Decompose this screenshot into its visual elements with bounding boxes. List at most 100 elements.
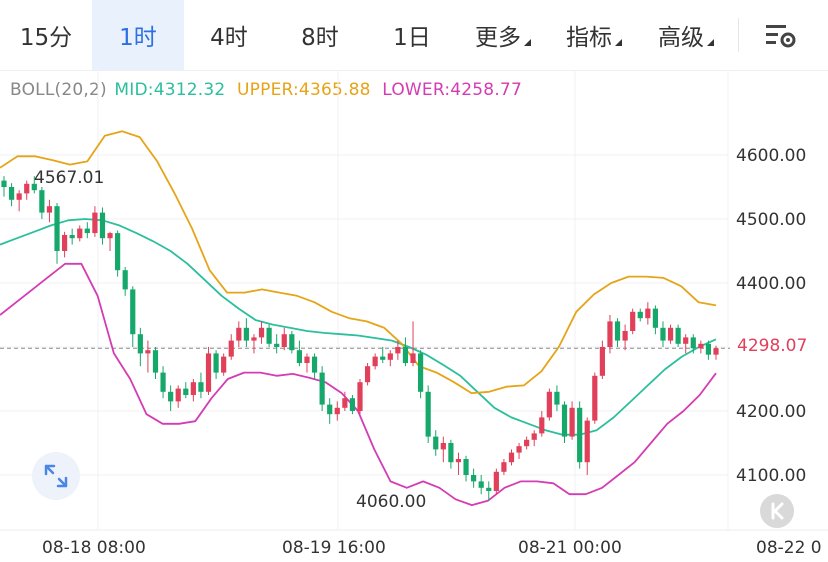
candle-body bbox=[304, 356, 310, 363]
boll-upper-line bbox=[0, 130, 717, 395]
candle-body bbox=[380, 356, 386, 360]
candle-body bbox=[122, 270, 128, 290]
tab-label: 1时 bbox=[119, 25, 157, 51]
candle-body bbox=[539, 417, 545, 434]
boll-mid-line bbox=[0, 218, 717, 436]
expand-icon[interactable] bbox=[32, 452, 80, 500]
candle-body bbox=[266, 327, 272, 344]
candle-body bbox=[387, 353, 393, 360]
candle-body bbox=[357, 382, 363, 411]
candle-body bbox=[69, 235, 75, 239]
time-axis-label: 08-19 16:00 bbox=[282, 538, 386, 558]
candle-body bbox=[395, 347, 401, 354]
candle-body bbox=[577, 407, 583, 463]
price-axis-label: 4200.00 bbox=[736, 402, 807, 422]
tab-label: 4时 bbox=[210, 25, 248, 51]
candle-body bbox=[501, 462, 507, 472]
candle-body bbox=[425, 391, 431, 437]
candle-body bbox=[569, 407, 575, 437]
current-price-label: 4298.07 bbox=[735, 336, 810, 356]
candle-body bbox=[440, 443, 446, 450]
candle-body bbox=[289, 334, 295, 351]
candle-body bbox=[622, 331, 628, 341]
candle-body bbox=[168, 391, 174, 402]
candle-body bbox=[16, 193, 22, 200]
candle-body bbox=[417, 353, 424, 392]
candle-body bbox=[46, 206, 53, 213]
dropdown-triangle-icon bbox=[524, 38, 531, 46]
candle-body bbox=[31, 183, 37, 191]
candle-body bbox=[198, 382, 204, 392]
tab-label: 8时 bbox=[301, 25, 339, 51]
boll-indicator-legend: BOLL(20,2) MID:4312.32 UPPER:4365.88 LOW… bbox=[10, 80, 522, 100]
candle-body bbox=[675, 327, 681, 344]
candle-body bbox=[630, 311, 636, 331]
low-price-annotation: 4060.00 bbox=[356, 492, 427, 512]
candle-body bbox=[448, 443, 454, 463]
candle-body bbox=[24, 183, 30, 194]
candle-body bbox=[54, 206, 60, 251]
tab-1d[interactable]: 1日 bbox=[366, 0, 458, 70]
candle-body bbox=[660, 327, 666, 341]
candle-body bbox=[334, 407, 340, 415]
settings-gear-icon[interactable] bbox=[764, 22, 798, 50]
candle-body bbox=[77, 228, 83, 239]
tab-4h[interactable]: 4时 bbox=[184, 0, 274, 70]
price-axis-label: 4500.00 bbox=[736, 210, 807, 230]
boll-name: BOLL(20,2) bbox=[10, 80, 107, 100]
candle-body bbox=[652, 308, 659, 328]
candle-body bbox=[221, 356, 227, 373]
boll-lower-value: LOWER:4258.77 bbox=[382, 80, 522, 100]
tab-divider bbox=[738, 18, 739, 52]
candle-body bbox=[713, 348, 719, 355]
boll-mid-value: MID:4312.32 bbox=[114, 80, 226, 100]
candle-body bbox=[402, 347, 409, 363]
candle-body bbox=[213, 353, 219, 373]
candle-body bbox=[486, 487, 492, 491]
candle-body bbox=[508, 452, 515, 463]
candle-body bbox=[524, 439, 530, 447]
candle-body bbox=[296, 350, 303, 363]
candle-body bbox=[599, 347, 605, 376]
candle-body bbox=[190, 382, 196, 395]
candle-body bbox=[205, 353, 212, 392]
candle-body bbox=[698, 343, 704, 349]
boll-upper-value: UPPER:4365.88 bbox=[237, 80, 371, 100]
price-axis-label: 4400.00 bbox=[736, 274, 807, 294]
time-axis-label: 08-18 08:00 bbox=[42, 538, 146, 558]
tab-label: 15分 bbox=[19, 25, 73, 51]
candle-body bbox=[243, 327, 249, 341]
back-to-latest-icon[interactable] bbox=[760, 494, 794, 528]
time-axis-label: 08-21 00:00 bbox=[518, 538, 622, 558]
tab-15m[interactable]: 15分 bbox=[0, 0, 92, 70]
tab-indicators[interactable]: 指标 bbox=[548, 0, 640, 70]
candle-body bbox=[251, 337, 257, 341]
candle-body bbox=[531, 433, 537, 440]
candle-body bbox=[561, 404, 568, 437]
candle-body bbox=[614, 321, 621, 341]
candle-body bbox=[546, 391, 552, 418]
candle-body bbox=[667, 327, 674, 341]
candle-body bbox=[236, 327, 242, 341]
dropdown-triangle-icon bbox=[615, 38, 622, 46]
candle-body bbox=[258, 327, 265, 338]
candle-body bbox=[478, 481, 484, 488]
candle-body bbox=[319, 372, 325, 405]
candle-body bbox=[364, 366, 371, 383]
candle-body bbox=[584, 420, 590, 463]
tab-8h[interactable]: 8时 bbox=[274, 0, 366, 70]
price-axis-label: 4600.00 bbox=[736, 146, 807, 166]
candle-body bbox=[39, 190, 45, 213]
candle-body bbox=[349, 398, 356, 411]
tab-advanced[interactable]: 高级 bbox=[640, 0, 732, 70]
candle-body bbox=[107, 233, 113, 239]
tab-1h[interactable]: 1时 bbox=[92, 0, 184, 70]
candle-body bbox=[228, 340, 234, 357]
candle-body bbox=[84, 228, 90, 234]
tab-more[interactable]: 更多 bbox=[458, 0, 548, 70]
candle-body bbox=[637, 311, 643, 319]
candle-body bbox=[145, 350, 151, 354]
candle-body bbox=[1, 180, 7, 187]
candle-body bbox=[175, 388, 181, 402]
